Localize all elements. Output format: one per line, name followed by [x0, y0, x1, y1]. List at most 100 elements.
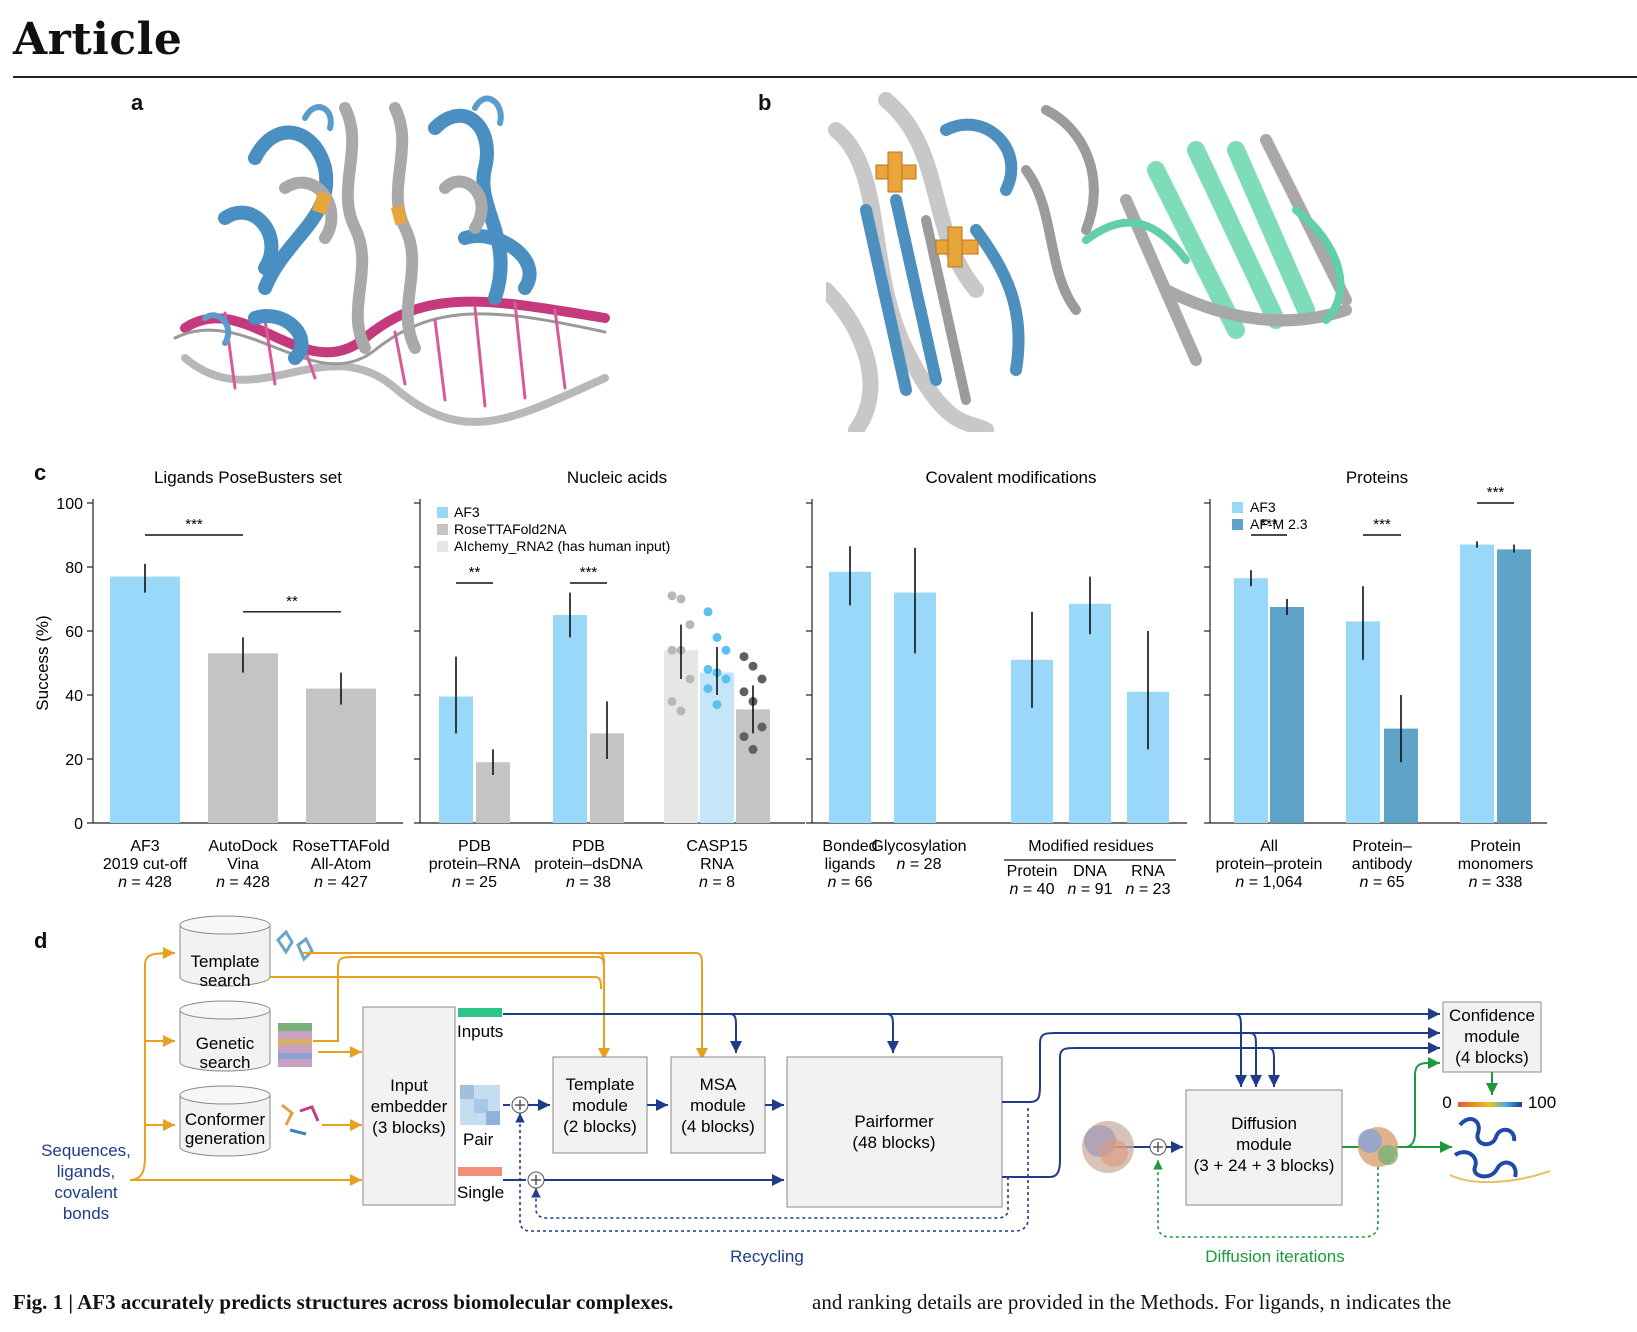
single-label: Single	[457, 1183, 504, 1202]
pair-label: Pair	[463, 1130, 494, 1149]
svg-text:Input: Input	[390, 1076, 428, 1095]
caption-bold-title: Fig. 1 | AF3 accurately predicts structu…	[13, 1290, 674, 1314]
svg-text:embedder: embedder	[371, 1097, 448, 1116]
chart-proteins-x-label: monomers	[1458, 856, 1534, 873]
confidence-module-block: Confidence module (4 blocks)	[1442, 1001, 1542, 1073]
chart-proteins-x-label: antibody	[1352, 856, 1413, 873]
chart-nucleic-data-point	[685, 674, 695, 684]
chart-covalent-x-label: Bonded	[822, 838, 877, 855]
chart-proteins-bar	[1497, 549, 1531, 823]
chart-nucleic-data-point	[721, 674, 731, 684]
chart-proteins-x-label: protein–protein	[1216, 856, 1323, 873]
chart-proteins-x-label: Protein–	[1352, 838, 1412, 855]
chart-covalent-x-label: Glycosylation	[871, 838, 966, 855]
chart-nucleic-data-point	[739, 732, 749, 742]
svg-text:MSA: MSA	[700, 1075, 738, 1094]
chart-nucleic-bar	[700, 672, 734, 823]
chart-ligands-x-label: AutoDock	[208, 838, 278, 855]
chart-nucleic-legend-swatch	[437, 507, 448, 518]
template-search-line2: search	[199, 971, 250, 990]
chart-proteins-legend-label: AF3	[1250, 499, 1276, 515]
template-search-line1: Template	[191, 952, 260, 971]
svg-text:(3 blocks): (3 blocks)	[372, 1118, 446, 1137]
chart-covalent-x-label: n = 66	[828, 874, 873, 891]
panel-b-structure-image	[826, 90, 1386, 432]
chart-nucleic-x-label: protein–RNA	[429, 856, 521, 873]
chart-covalent-x-label: RNA	[1131, 863, 1165, 880]
chart-ligands-significance-stars: ***	[185, 516, 203, 533]
chart-nucleic-legend-label: RoseTTAFold2NA	[454, 521, 567, 537]
chart-ligands-x-label: Vina	[227, 856, 259, 873]
chart-covalent-x-label: DNA	[1073, 863, 1107, 880]
chart-proteins-x-label: n = 65	[1360, 874, 1405, 891]
chart-ligands-x-label: 2019 cut-off	[103, 856, 188, 873]
scale-max-label: 100	[1528, 1093, 1556, 1112]
chart-proteins-legend-swatch	[1232, 519, 1243, 530]
chart-ligands-significance-stars: **	[286, 593, 298, 610]
svg-text:covalent: covalent	[54, 1183, 118, 1202]
panel-label-d: d	[34, 928, 48, 953]
svg-text:Template: Template	[566, 1075, 635, 1094]
confidence-scale-bar	[1458, 1102, 1522, 1107]
panel-label-c: c	[34, 460, 47, 485]
chart-proteins-x-label: All	[1260, 838, 1278, 855]
chart-ligands-bar	[306, 688, 376, 823]
chart-ligands-y-tick-label: 100	[56, 496, 83, 513]
chart-nucleic-data-point	[703, 684, 713, 694]
chart-proteins-bar	[1460, 544, 1494, 823]
chart-ligands-y-tick-label: 80	[65, 560, 83, 577]
chart-nucleic-legend-label: AF3	[454, 504, 480, 520]
svg-text:(3 + 24 + 3 blocks): (3 + 24 + 3 blocks)	[1194, 1156, 1335, 1175]
chart-proteins-significance-stars: ***	[1487, 484, 1505, 501]
chart-covalent-x-label: ligands	[825, 856, 876, 873]
conformer-line2: generation	[185, 1129, 265, 1148]
scale-min-label: 0	[1442, 1093, 1451, 1112]
chart-covalent-x-label: n = 40	[1010, 881, 1055, 898]
chart-nucleic-x-label: RNA	[700, 856, 734, 873]
chart-nucleic-legend-swatch	[437, 524, 448, 535]
chart-nucleic-x-label: PDB	[572, 838, 605, 855]
svg-text:Pairformer: Pairformer	[854, 1112, 934, 1131]
svg-text:(48 blocks): (48 blocks)	[852, 1133, 935, 1152]
conformer-line1: Conformer	[185, 1110, 266, 1129]
chart-nucleic-data-point	[721, 645, 731, 655]
chart-ligands-y-label: Success (%)	[33, 615, 52, 710]
header-rule	[13, 76, 1637, 78]
svg-text:(2 blocks): (2 blocks)	[563, 1117, 637, 1136]
chart-nucleic-legend-label: AIchemy_RNA2 (has human input)	[454, 538, 670, 554]
chart-ligands-y-tick-label: 40	[65, 688, 83, 705]
chart-ligands-x-label: All-Atom	[311, 856, 371, 873]
chart-nucleic-x-label: n = 8	[699, 874, 735, 891]
chart-nucleic-data-point	[667, 696, 677, 706]
conformer-thumbnail-icon	[281, 1103, 320, 1136]
svg-text:ligands,: ligands,	[57, 1162, 116, 1181]
svg-text:(4 blocks): (4 blocks)	[1455, 1048, 1529, 1067]
chart-proteins-title: Proteins	[1346, 468, 1408, 487]
chart-nucleic-x-label: PDB	[458, 838, 491, 855]
chart-nucleic-data-point	[739, 687, 749, 697]
chart-ligands-y-tick-label: 60	[65, 624, 83, 641]
svg-text:module: module	[1464, 1027, 1520, 1046]
chart-nucleic-data-point	[703, 607, 713, 617]
inputs-token-icon	[458, 1008, 502, 1017]
chart-nucleic-significance-stars: ***	[580, 564, 598, 581]
chart-covalent-x-label: n = 23	[1126, 881, 1171, 898]
chart-covalent-group-label: Modified residues	[1028, 838, 1153, 855]
diffusion-iterations-label: Diffusion iterations	[1205, 1247, 1345, 1266]
conformer-generation-db: Conformer generation	[179, 1085, 271, 1157]
chart-ligands-x-label: RoseTTAFold	[292, 838, 390, 855]
chart-nucleic-legend-swatch	[437, 541, 448, 552]
chart-ligands-bar	[208, 653, 278, 823]
chart-nucleic-data-point	[757, 674, 767, 684]
chart-nucleic-data-point	[667, 645, 677, 655]
template-module-block: Template module (2 blocks)	[552, 1056, 648, 1154]
figure-caption-right: and ranking details are provided in the …	[812, 1290, 1452, 1314]
chart-nucleic-data-point	[712, 700, 722, 710]
chart-nucleic-data-point	[739, 652, 749, 662]
svg-text:module: module	[1236, 1135, 1292, 1154]
chart-proteins-legend-swatch	[1232, 502, 1243, 513]
chart-nucleic-data-point	[748, 744, 758, 754]
svg-text:bonds: bonds	[63, 1204, 109, 1223]
single-token-icon	[458, 1167, 502, 1176]
sequences-label: Sequences, ligands, covalent bonds	[41, 1141, 131, 1223]
